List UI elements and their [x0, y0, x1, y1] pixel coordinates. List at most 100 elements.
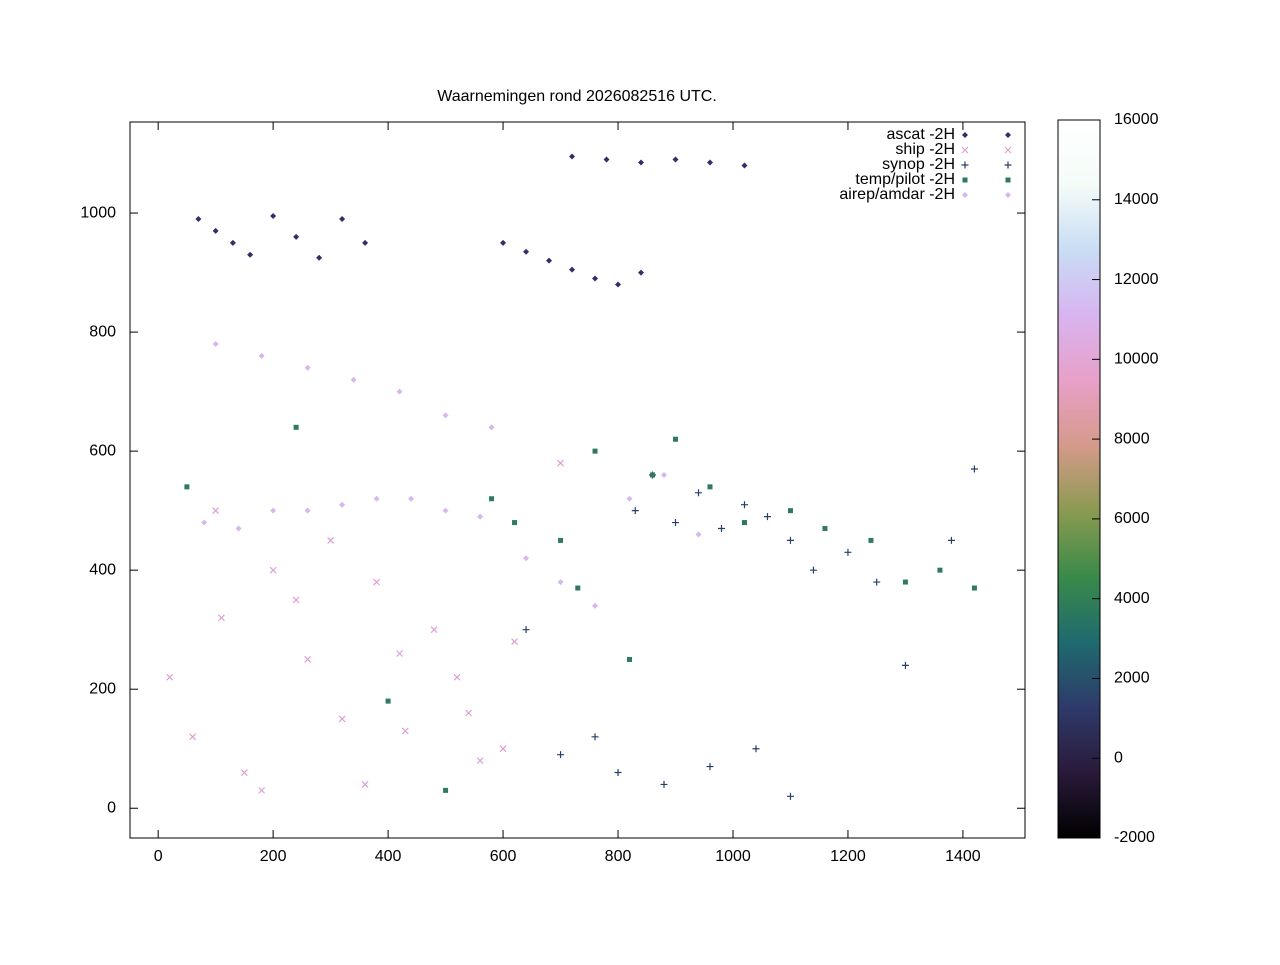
point-shape	[512, 520, 518, 526]
point-shape	[707, 484, 713, 490]
point-shape	[339, 501, 346, 508]
point	[901, 661, 909, 669]
point-shape	[672, 519, 680, 527]
point	[488, 424, 495, 431]
point	[937, 567, 943, 573]
point	[638, 159, 645, 166]
legend-marker-shape	[1004, 146, 1012, 154]
point-shape	[546, 257, 553, 264]
point-shape	[201, 519, 208, 526]
point	[453, 673, 461, 681]
point-shape	[350, 376, 357, 383]
point-shape	[442, 507, 449, 514]
point-shape	[304, 507, 311, 514]
point	[523, 555, 530, 562]
point-shape	[947, 536, 955, 544]
point-shape	[488, 424, 495, 431]
point-shape	[592, 448, 598, 454]
y-tick-label: 400	[89, 561, 116, 578]
point	[971, 585, 977, 591]
point-shape	[695, 531, 702, 538]
point	[396, 388, 403, 395]
x-tick-label: 1000	[715, 848, 751, 865]
point-shape	[270, 507, 277, 514]
point-shape	[430, 626, 438, 634]
legend-label: synop -2H	[882, 156, 955, 173]
x-tick-label: 400	[375, 848, 402, 865]
legend-marker-shape	[962, 177, 968, 183]
point-shape	[569, 266, 576, 273]
point	[235, 525, 242, 532]
point-shape	[189, 733, 197, 741]
point	[396, 650, 404, 657]
point-shape	[717, 525, 725, 533]
point-shape	[293, 233, 300, 240]
point	[361, 781, 369, 788]
point-shape	[247, 251, 254, 258]
point-shape	[660, 780, 668, 788]
point	[661, 471, 668, 478]
point	[822, 526, 828, 532]
point-shape	[304, 656, 312, 663]
point	[477, 513, 484, 520]
point-shape	[217, 614, 225, 622]
point	[443, 787, 449, 793]
point	[189, 733, 197, 741]
point-shape	[558, 537, 564, 543]
point	[229, 239, 236, 246]
point	[575, 585, 581, 591]
point-shape	[240, 769, 248, 776]
point-shape	[615, 281, 622, 288]
legend-marker-shape	[1005, 132, 1011, 138]
point	[902, 579, 908, 585]
point	[627, 656, 633, 662]
point-shape	[212, 227, 219, 234]
legend-marker-shape	[1004, 161, 1012, 169]
point-shape	[868, 537, 874, 543]
point-shape	[627, 656, 633, 662]
point-shape	[787, 508, 793, 514]
legend-marker-shape	[962, 192, 968, 198]
point	[672, 519, 680, 527]
point-shape	[741, 520, 747, 526]
point-shape	[477, 513, 484, 520]
point	[385, 698, 391, 704]
point-shape	[442, 412, 449, 419]
point	[166, 673, 174, 681]
colorbar-tick-label: 10000	[1114, 351, 1159, 368]
point-shape	[339, 216, 346, 223]
point	[695, 489, 702, 497]
point-shape	[408, 495, 415, 502]
legend-label: ascat -2H	[887, 126, 955, 143]
point-shape	[453, 673, 461, 681]
point-shape	[591, 733, 599, 741]
point-shape	[569, 153, 576, 160]
point	[592, 275, 599, 282]
legend-marker	[1004, 146, 1012, 154]
point	[706, 763, 714, 771]
point-shape	[212, 341, 219, 348]
point-shape	[401, 727, 409, 735]
point	[557, 751, 565, 759]
point	[650, 472, 656, 478]
point-shape	[970, 465, 978, 473]
legend-marker	[1005, 177, 1011, 183]
point-shape	[258, 352, 265, 359]
point-shape	[184, 484, 190, 490]
point-shape	[212, 507, 220, 515]
point	[569, 153, 576, 160]
point	[184, 484, 190, 490]
point	[873, 578, 881, 586]
point-shape	[752, 745, 760, 753]
legend-marker	[1005, 192, 1011, 198]
legend-marker-shape	[961, 161, 969, 169]
point	[557, 579, 564, 586]
legend-marker	[961, 146, 969, 154]
point-shape	[327, 536, 335, 544]
point	[707, 484, 713, 490]
point-shape	[822, 526, 828, 532]
point-shape	[844, 548, 852, 556]
point	[350, 376, 357, 383]
point	[247, 251, 254, 258]
